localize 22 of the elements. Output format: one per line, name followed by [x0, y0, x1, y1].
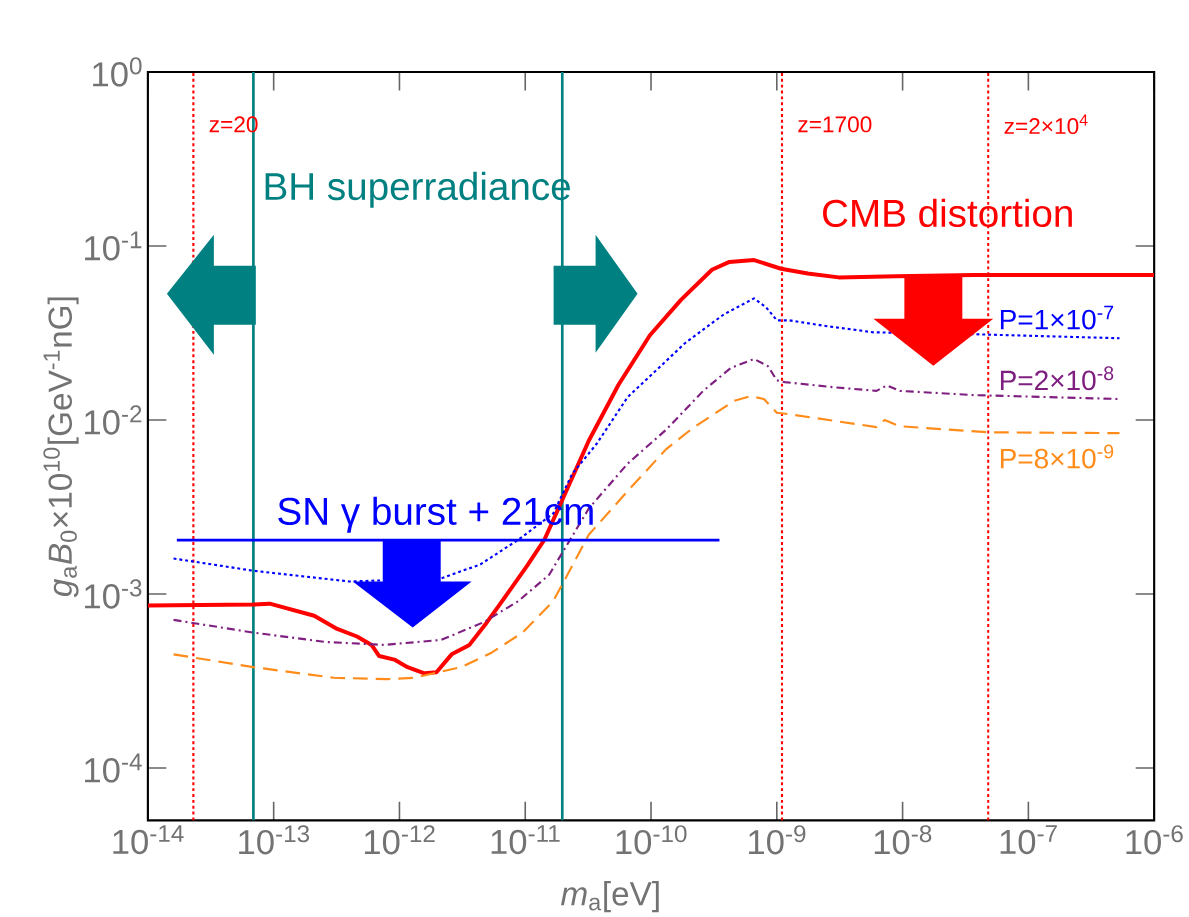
x-axis-title: m$_{a}$[eV] — [561, 881, 659, 913]
x-tick-label: 10$^{-11}$ — [491, 825, 560, 855]
series-label: P=1×10$^{-7}$ — [1000, 305, 1114, 330]
x-tick-label: 10$^{-6}$ — [1126, 825, 1183, 855]
y-tick-label: 10$^{-4}$ — [85, 753, 142, 783]
annotation: z=1700 — [798, 116, 872, 133]
x-tick-label: 10$^{-9}$ — [749, 825, 806, 855]
x-tick-label: 10$^{-10}$ — [616, 825, 687, 855]
x-tick-label: 10$^{-8}$ — [874, 825, 932, 855]
x-tick-label: 10$^{-14}$ — [113, 825, 184, 855]
y-tick-label: 10$^{0}$ — [93, 57, 142, 87]
y-tick-label: 10$^{-2}$ — [85, 405, 142, 435]
x-tick-label: 10$^{-12}$ — [364, 825, 435, 855]
y-tick-label: 10$^{-1}$ — [85, 231, 142, 261]
series-label: P=8×10$^{-9}$ — [1000, 444, 1114, 469]
x-tick-label: 10$^{-13}$ — [239, 825, 310, 855]
annotation: z=2×10$^{4}$ — [1004, 114, 1088, 135]
text: g$_{a}$B$_{0}$×10$^{10}$[GeV$^{-1}$nG] — [43, 297, 79, 598]
x-tick-label: 10$^{-7}$ — [1000, 825, 1057, 855]
series-label: P=2×10$^{-8}$ — [1000, 366, 1114, 391]
y-tick-label: 10$^{-3}$ — [85, 579, 142, 609]
annotation: CMB distortion — [823, 198, 1072, 228]
